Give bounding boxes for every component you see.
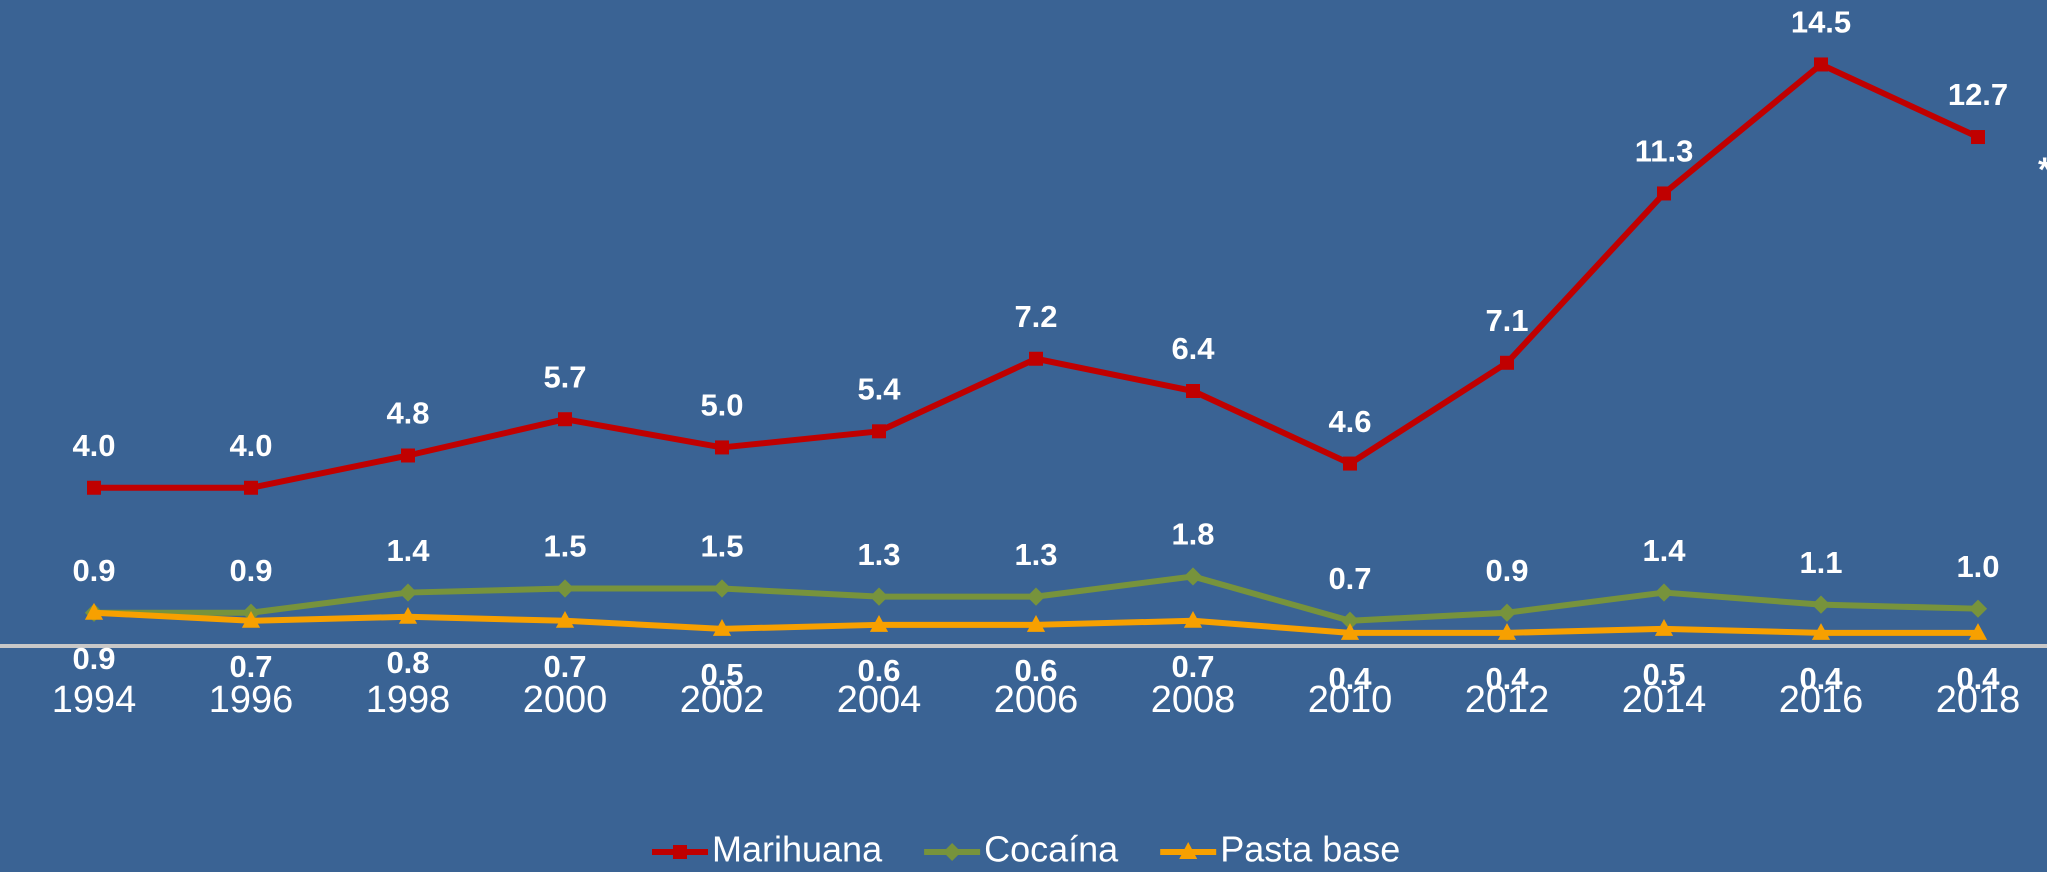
data-label: 1.3 bbox=[1014, 537, 1057, 572]
data-label: 1.0 bbox=[1956, 549, 1999, 584]
annotation: * bbox=[2038, 151, 2047, 189]
data-label: 1.4 bbox=[1642, 533, 1686, 568]
marker bbox=[84, 602, 104, 620]
x-tick-label: 2012 bbox=[1465, 679, 1550, 721]
marker bbox=[1968, 599, 1988, 618]
x-tick-label: 1996 bbox=[209, 679, 294, 721]
marker bbox=[715, 440, 729, 455]
data-label: 0.7 bbox=[1171, 649, 1214, 684]
data-label: 0.4 bbox=[1328, 661, 1372, 696]
marker bbox=[869, 615, 889, 632]
x-tick-label: 2006 bbox=[994, 679, 1079, 721]
marker bbox=[1026, 615, 1046, 632]
marker bbox=[398, 606, 418, 624]
x-tick-label: 2002 bbox=[680, 679, 765, 721]
marker bbox=[1968, 623, 1988, 640]
marker bbox=[1814, 57, 1828, 72]
marker bbox=[1811, 595, 1831, 614]
marker bbox=[1971, 130, 1985, 145]
data-label: 0.4 bbox=[1485, 661, 1529, 696]
data-label: 12.7 bbox=[1948, 77, 2008, 112]
data-label: 0.6 bbox=[1014, 653, 1057, 688]
x-tick-label: 2018 bbox=[1936, 679, 2021, 721]
data-label: 5.4 bbox=[857, 372, 901, 407]
data-label: 4.8 bbox=[386, 396, 429, 431]
marker bbox=[1497, 603, 1517, 622]
data-label: 6.4 bbox=[1171, 331, 1215, 366]
marker bbox=[1340, 611, 1360, 630]
marker bbox=[244, 480, 258, 495]
marker bbox=[241, 610, 261, 628]
marker bbox=[869, 587, 889, 606]
data-label: 0.5 bbox=[700, 657, 743, 692]
legend-marker bbox=[673, 845, 687, 859]
marker bbox=[87, 480, 101, 495]
data-label: 7.1 bbox=[1485, 303, 1528, 338]
data-label: 0.4 bbox=[1956, 661, 2000, 696]
marker bbox=[401, 448, 415, 463]
data-label: 0.9 bbox=[72, 553, 115, 588]
legend-marker bbox=[1179, 842, 1198, 859]
data-label: 0.7 bbox=[1328, 561, 1371, 596]
marker bbox=[1500, 355, 1514, 370]
marker bbox=[398, 583, 418, 602]
data-label: 0.5 bbox=[1642, 657, 1685, 692]
data-label: 0.4 bbox=[1799, 661, 1843, 696]
marker bbox=[1026, 587, 1046, 606]
marker bbox=[1343, 456, 1357, 471]
marker bbox=[1654, 619, 1674, 636]
marker bbox=[1029, 351, 1043, 366]
data-label: 5.7 bbox=[543, 359, 586, 394]
data-label: 0.6 bbox=[857, 653, 900, 688]
marker bbox=[1497, 623, 1517, 640]
marker bbox=[1811, 623, 1831, 640]
data-label: 1.3 bbox=[857, 537, 900, 572]
data-label: 4.0 bbox=[72, 428, 115, 463]
marker bbox=[558, 412, 572, 427]
legend-marker bbox=[943, 843, 962, 861]
marker bbox=[1340, 623, 1360, 640]
data-label: 0.9 bbox=[72, 641, 115, 676]
marker bbox=[555, 579, 575, 598]
legend-label: Pasta base bbox=[1220, 829, 1400, 870]
marker bbox=[555, 610, 575, 628]
marker bbox=[1183, 610, 1203, 628]
data-label: 0.8 bbox=[386, 645, 429, 680]
data-label: 4.6 bbox=[1328, 404, 1371, 439]
marker bbox=[872, 424, 886, 439]
data-label: 5.0 bbox=[700, 388, 743, 423]
x-tick-label: 2004 bbox=[837, 679, 922, 721]
legend-label: Marihuana bbox=[712, 829, 883, 870]
data-label: 1.5 bbox=[543, 529, 586, 564]
data-label: 0.7 bbox=[229, 649, 272, 684]
data-label: 11.3 bbox=[1635, 134, 1694, 169]
data-label: 7.2 bbox=[1014, 299, 1057, 334]
data-label: 14.5 bbox=[1791, 5, 1851, 40]
marker bbox=[1183, 567, 1203, 586]
x-tick-label: 2016 bbox=[1779, 679, 1864, 721]
x-tick-label: 2008 bbox=[1151, 679, 1236, 721]
data-label: 0.9 bbox=[229, 553, 272, 588]
data-label: 1.4 bbox=[386, 533, 430, 568]
x-tick-label: 2014 bbox=[1622, 679, 1707, 721]
data-label: 0.9 bbox=[1485, 553, 1528, 588]
data-label: 1.5 bbox=[700, 529, 743, 564]
data-label: 1.8 bbox=[1171, 517, 1214, 552]
legend-label: Cocaína bbox=[984, 829, 1119, 870]
marker bbox=[712, 579, 732, 598]
data-label: 0.7 bbox=[543, 649, 586, 684]
x-tick-label: 1994 bbox=[52, 679, 137, 721]
data-label: 1.1 bbox=[1799, 545, 1842, 580]
marker bbox=[1186, 384, 1200, 398]
x-tick-label: 2000 bbox=[523, 679, 608, 721]
x-tick-label: 1998 bbox=[366, 679, 451, 721]
marker bbox=[1657, 186, 1671, 201]
data-label: 4.0 bbox=[229, 428, 272, 463]
x-tick-label: 2010 bbox=[1308, 679, 1393, 721]
marker bbox=[712, 619, 732, 636]
marker bbox=[1654, 583, 1674, 602]
